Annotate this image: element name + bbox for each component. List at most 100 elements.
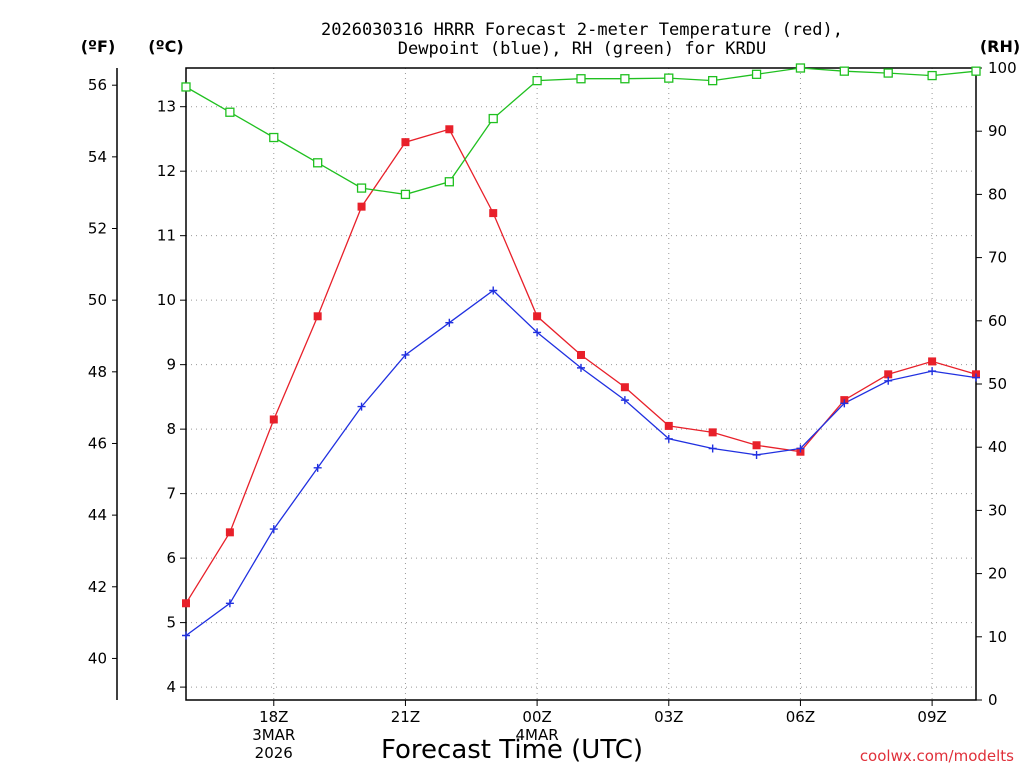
temperature-point bbox=[533, 312, 542, 321]
dewpoint-point bbox=[401, 350, 410, 359]
x-tick-label: 09Z bbox=[917, 708, 946, 726]
rh-point bbox=[971, 66, 981, 76]
temperature-point bbox=[445, 125, 454, 134]
rh-tick-label: 30 bbox=[988, 501, 1007, 519]
temperature-point bbox=[357, 202, 366, 211]
rh-tick-label: 40 bbox=[988, 438, 1007, 456]
celsius-tick-label: 12 bbox=[157, 162, 176, 180]
celsius-tick-label: 6 bbox=[166, 549, 176, 567]
x-tick-date-label: 4MAR bbox=[516, 726, 559, 744]
x-tick-label: 03Z bbox=[654, 708, 683, 726]
rh-point bbox=[883, 68, 893, 78]
dewpoint-point bbox=[840, 399, 849, 408]
rh-point bbox=[400, 189, 411, 200]
celsius-tick-label: 13 bbox=[157, 98, 176, 116]
dewpoint-point bbox=[357, 402, 366, 411]
temperature-point bbox=[225, 528, 234, 537]
rh-tick-label: 50 bbox=[988, 375, 1007, 393]
rh-point bbox=[795, 63, 806, 73]
celsius-unit-label: (ºC) bbox=[148, 37, 183, 56]
dewpoint-point bbox=[752, 450, 761, 459]
rh-point bbox=[620, 74, 630, 84]
temperature-point bbox=[401, 138, 410, 147]
rh-tick-label: 80 bbox=[988, 185, 1007, 203]
rh-tick-label: 10 bbox=[988, 628, 1007, 646]
x-tick-year-label: 2026 bbox=[255, 744, 293, 762]
celsius-tick-label: 8 bbox=[166, 420, 176, 438]
x-tick-label: 18Z bbox=[259, 708, 288, 726]
axes bbox=[112, 67, 982, 706]
dewpoint-point bbox=[313, 463, 322, 472]
rh-point bbox=[927, 70, 937, 81]
dewpoint-point bbox=[884, 376, 893, 385]
dewpoint-point bbox=[577, 363, 585, 372]
plot-frame bbox=[185, 67, 977, 701]
series-markers bbox=[181, 63, 981, 640]
temperature-point bbox=[928, 357, 937, 366]
rh-point bbox=[181, 82, 191, 92]
chart-title-line2: Dewpoint (blue), RH (green) for KRDU bbox=[398, 39, 766, 59]
rh-point bbox=[532, 75, 542, 86]
dewpoint-point bbox=[182, 631, 190, 640]
fahrenheit-tick-label: 54 bbox=[88, 148, 107, 166]
fahrenheit-tick-label: 52 bbox=[88, 220, 107, 238]
fahrenheit-tick-label: 50 bbox=[88, 291, 107, 309]
temperature-point bbox=[752, 441, 761, 450]
rh-point bbox=[225, 107, 235, 117]
rh-point bbox=[444, 177, 454, 187]
temperature-point bbox=[664, 421, 673, 430]
dewpoint-point bbox=[225, 599, 234, 608]
rh-tick-label: 20 bbox=[988, 565, 1007, 583]
fahrenheit-tick-label: 44 bbox=[88, 506, 107, 524]
x-tick-date-label: 3MAR bbox=[252, 726, 295, 744]
x-axis-label: Forecast Time (UTC) bbox=[381, 735, 643, 765]
rh-tick-label: 0 bbox=[988, 691, 998, 709]
rh-point bbox=[839, 66, 849, 76]
rh-tick-label: 90 bbox=[988, 122, 1007, 140]
dewpoint-point bbox=[489, 286, 498, 295]
temperature-point bbox=[313, 312, 322, 321]
celsius-tick-label: 7 bbox=[166, 485, 176, 503]
celsius-tick-label: 4 bbox=[166, 678, 176, 696]
rh-point bbox=[269, 132, 279, 143]
rh-point bbox=[664, 73, 674, 83]
temperature-point bbox=[884, 370, 893, 379]
dewpoint-point bbox=[708, 444, 717, 453]
temperature-point bbox=[620, 383, 629, 392]
grid-lines bbox=[186, 68, 976, 700]
temperature-point bbox=[577, 350, 585, 359]
temperature-point bbox=[708, 428, 717, 437]
celsius-tick-label: 9 bbox=[166, 356, 176, 374]
fahrenheit-unit-label: (ºF) bbox=[81, 37, 116, 56]
dewpoint-point bbox=[664, 434, 673, 443]
fahrenheit-tick-label: 40 bbox=[88, 649, 107, 667]
celsius-tick-label: 10 bbox=[157, 291, 176, 309]
temperature-point bbox=[269, 415, 278, 424]
rh-tick-label: 60 bbox=[988, 312, 1007, 330]
rh-tick-label: 100 bbox=[988, 59, 1017, 77]
temperature-point bbox=[182, 599, 190, 608]
temperature-point bbox=[489, 209, 498, 218]
fahrenheit-tick-label: 46 bbox=[88, 434, 107, 452]
dewpoint-point bbox=[972, 373, 980, 382]
dewpoint-point bbox=[445, 318, 454, 327]
rh-point bbox=[488, 113, 498, 124]
dewpoint-point bbox=[533, 328, 542, 337]
rh-point bbox=[751, 69, 762, 79]
fahrenheit-tick-label: 56 bbox=[88, 76, 107, 94]
fahrenheit-tick-label: 42 bbox=[88, 578, 107, 596]
celsius-tick-label: 11 bbox=[157, 227, 176, 245]
chart-title-line1: 2026030316 HRRR Forecast 2-meter Tempera… bbox=[321, 20, 843, 40]
rh-point bbox=[708, 75, 718, 86]
x-tick-label: 06Z bbox=[786, 708, 815, 726]
rh-unit-label: (RH) bbox=[980, 37, 1020, 56]
x-tick-label: 00Z bbox=[522, 708, 551, 726]
rh-point bbox=[576, 74, 586, 84]
rh-point bbox=[313, 158, 323, 168]
rh-tick-label: 70 bbox=[988, 249, 1007, 267]
dewpoint-point bbox=[620, 396, 629, 405]
rh-point bbox=[356, 183, 367, 193]
credit-text: coolwx.com/modelts bbox=[860, 747, 1014, 765]
rh-line bbox=[185, 67, 977, 196]
x-tick-label: 21Z bbox=[391, 708, 420, 726]
